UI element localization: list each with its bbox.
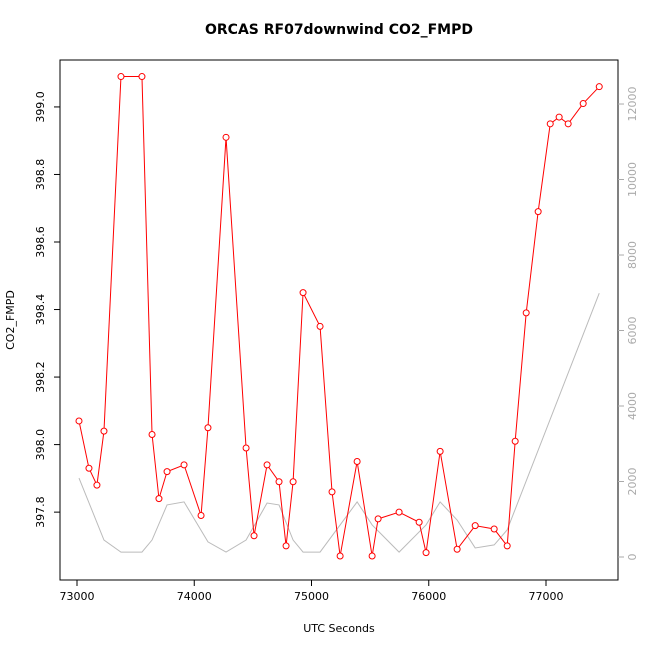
data-line bbox=[78, 76, 600, 557]
y-tick-label: 399.0 bbox=[34, 91, 47, 123]
x-tick-label: 73000 bbox=[60, 590, 95, 603]
y-tick-label: 398.6 bbox=[34, 226, 47, 258]
data-point bbox=[117, 73, 125, 81]
data-point bbox=[163, 468, 171, 476]
y-tick-label: 398.8 bbox=[34, 159, 47, 191]
y2-tick-label: 4000 bbox=[626, 392, 639, 420]
data-point bbox=[490, 525, 498, 533]
x-tick-label: 74000 bbox=[177, 590, 212, 603]
x-tick-label: 75000 bbox=[294, 590, 329, 603]
data-point bbox=[148, 430, 156, 438]
y-axis-label: CO2_FMPD bbox=[4, 290, 17, 350]
chart-title: ORCAS RF07downwind CO2_FMPD bbox=[205, 22, 473, 38]
data-point bbox=[204, 424, 212, 432]
data-point bbox=[546, 120, 554, 128]
x-tick-label: 77000 bbox=[529, 590, 564, 603]
y2-tick-label: 8000 bbox=[626, 241, 639, 269]
data-point bbox=[395, 508, 403, 516]
data-point bbox=[595, 83, 603, 91]
data-point bbox=[100, 427, 108, 435]
y-tick-label: 397.8 bbox=[34, 496, 47, 528]
data-point bbox=[155, 495, 163, 503]
data-point bbox=[275, 478, 283, 486]
y2-tick-label: 6000 bbox=[626, 317, 639, 345]
y-tick-label: 398.4 bbox=[34, 294, 47, 326]
data-point bbox=[471, 522, 479, 530]
data-point bbox=[299, 289, 307, 297]
data-point bbox=[197, 512, 205, 520]
data-point bbox=[579, 100, 587, 108]
data-point bbox=[374, 515, 382, 523]
x-tick-label: 76000 bbox=[411, 590, 446, 603]
y-tick-label: 398.2 bbox=[34, 361, 47, 393]
data-point bbox=[93, 481, 101, 489]
data-point bbox=[453, 545, 461, 553]
data-point bbox=[316, 322, 324, 330]
y-tick-label: 398.0 bbox=[34, 429, 47, 461]
data-point bbox=[138, 73, 146, 81]
data-point bbox=[353, 457, 361, 465]
x-axis-label: UTC Seconds bbox=[303, 622, 375, 635]
data-point bbox=[222, 133, 230, 141]
data-point bbox=[282, 542, 290, 550]
y2-tick-label: 12000 bbox=[626, 87, 639, 122]
data-point bbox=[522, 309, 530, 317]
data-point bbox=[263, 461, 271, 469]
data-point bbox=[336, 552, 344, 560]
data-point bbox=[289, 478, 297, 486]
data-point bbox=[368, 552, 376, 560]
y2-tick-label: 0 bbox=[626, 554, 639, 561]
data-point bbox=[503, 542, 511, 550]
data-point bbox=[415, 518, 423, 526]
data-point bbox=[180, 461, 188, 469]
data-point bbox=[422, 549, 430, 557]
data-point bbox=[328, 488, 336, 496]
data-point bbox=[511, 437, 519, 445]
data-point bbox=[242, 444, 250, 452]
data-point bbox=[75, 417, 83, 425]
data-point bbox=[250, 532, 258, 540]
data-point bbox=[564, 120, 572, 128]
data-point bbox=[534, 208, 542, 216]
data-point bbox=[85, 464, 93, 472]
y2-tick-label: 10000 bbox=[626, 162, 639, 197]
data-point bbox=[436, 447, 444, 455]
data-line bbox=[78, 292, 600, 553]
data-point bbox=[555, 113, 563, 121]
plot-frame bbox=[59, 59, 619, 581]
y2-tick-label: 2000 bbox=[626, 468, 639, 496]
